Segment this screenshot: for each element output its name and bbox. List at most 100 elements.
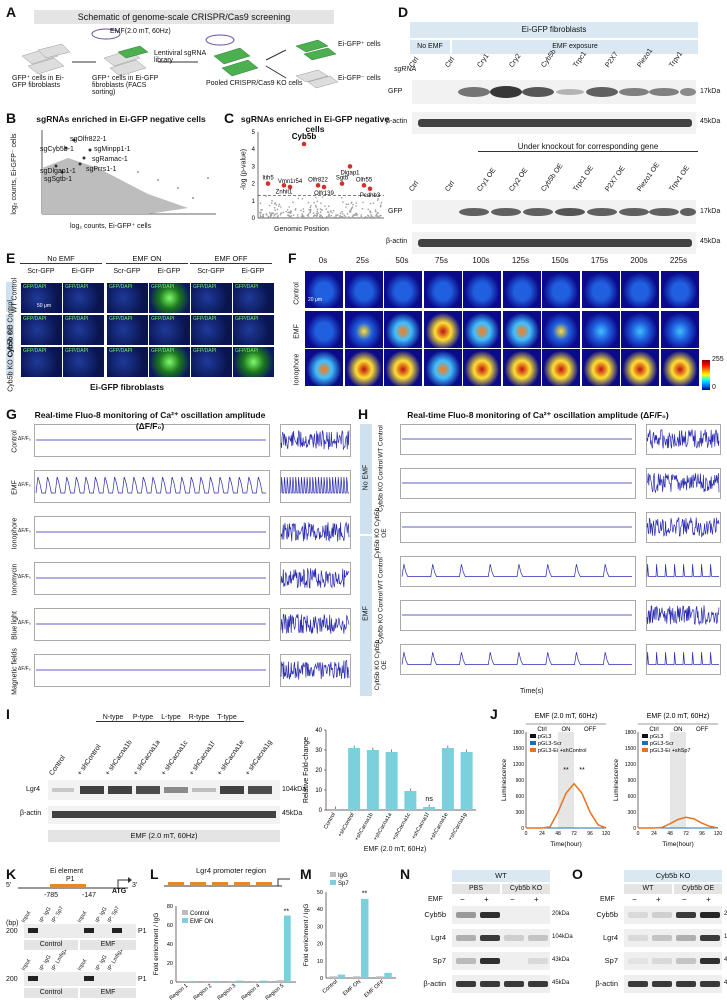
- panel-c-bg-point: [355, 212, 357, 215]
- panel-c-bg-point: [319, 211, 322, 213]
- panel-d-blot-bottom: [412, 200, 696, 254]
- panel-c-point: [281, 183, 287, 188]
- panel-j-ytick: 600: [516, 794, 525, 800]
- panel-a-gfp-sorted: GFP⁺ cells in Ei-GFP fibroblasts (FACS s…: [92, 75, 159, 96]
- panel-f-time: 25s: [356, 256, 369, 265]
- panel-k-cond-3: Control: [24, 988, 78, 998]
- panel-c-bg-point: [344, 215, 347, 218]
- panelO-kda: 104kDa: [724, 934, 727, 940]
- panel-g-frame: [34, 562, 270, 595]
- panelO-band: [652, 958, 672, 964]
- panel-c-bg-point: [309, 206, 312, 209]
- panel-d-lane-bottom: Ctrl: [408, 180, 421, 193]
- panel-c-bg-point: [341, 197, 343, 199]
- panelO-protein-label: Lgr4: [602, 933, 618, 942]
- panel-a-gfp-cells: GFP⁺ cells in Ei-GFP fibroblasts: [12, 75, 64, 89]
- panel-j-ylabel: Luminescence: [501, 759, 508, 801]
- panel-e-image-tag: GFP/DAPI: [65, 348, 89, 354]
- panelO-band: [628, 935, 648, 941]
- panel-g-trace-group: [35, 476, 266, 494]
- panel-h-trace-zoom: [646, 600, 721, 631]
- panel-c-bg-point: [327, 215, 330, 217]
- panel-f-image: [659, 270, 700, 309]
- panel-e-image: GFP/DAPI: [62, 346, 105, 378]
- panel-c-bg-point: [313, 201, 315, 204]
- panel-i-type: L-type: [154, 714, 188, 722]
- panel-h-trace-zoom: [646, 512, 721, 543]
- panel-j-ytick: 0: [521, 826, 524, 832]
- panel-j-legend-label: pGL3-Scr: [650, 741, 674, 747]
- panel-c-bg-point: [289, 215, 292, 218]
- panelN-blot-bg: [452, 906, 550, 924]
- panel-d-header: Ei-GFP fibroblasts: [410, 22, 698, 38]
- panel-c-bg-point: [325, 216, 328, 218]
- panel-c-bg-point: [329, 210, 332, 212]
- panel-c-bg-point: [335, 214, 337, 217]
- panelO-blot-strip: [624, 906, 722, 924]
- panel-i-cat-label: +shCacna1b: [354, 812, 375, 842]
- panel-h-trace-main: [400, 556, 636, 587]
- panel-g-frame: [34, 424, 270, 457]
- panel-e-image: GFP/DAPI: [190, 346, 233, 378]
- panel-h-trace-group-zoom: [646, 652, 719, 665]
- panel-c-bg-point: [292, 214, 295, 217]
- panel-c-bg-point: [369, 211, 372, 214]
- panel-j-xtick: 120: [602, 831, 611, 837]
- panelO-blot-strip: [624, 929, 722, 947]
- panel-j-legend-label: pGL3: [650, 734, 663, 740]
- panel-c-bg-point: [377, 199, 379, 201]
- panel-f-time: 100s: [472, 256, 490, 265]
- panel-h-frame-zoom: [646, 644, 721, 675]
- panel-l-ylabel: Fold enrichment / IgG: [153, 913, 160, 976]
- panel-f-image: [580, 270, 621, 309]
- panel-c-bg-point: [319, 208, 322, 210]
- panel-k-letter: K: [6, 866, 17, 882]
- panel-g-trace-zoom-line: [280, 521, 350, 543]
- panel-c-point-label: Itih5: [262, 176, 274, 182]
- panel-c-bg-point: [303, 215, 305, 218]
- panel-k-p1-gel-2: P1: [138, 976, 147, 983]
- panel-c-bg-point: [331, 212, 333, 214]
- panel-j-ytick: 900: [628, 778, 637, 784]
- panel-c-bg-point: [316, 208, 319, 211]
- panel-j-xlabel: Time(hour): [550, 841, 582, 848]
- panel-c-bg-point: [375, 210, 377, 213]
- panel-h-frame-zoom: [646, 424, 721, 455]
- panel-f-image: [343, 270, 384, 309]
- panel-f-image: [659, 310, 700, 349]
- panel-c-ytick: 2: [252, 182, 256, 188]
- panel-c-bg-point: [274, 209, 276, 211]
- panel-e-image-tag: GFP/DAPI: [151, 316, 175, 322]
- panel-e-image-tag: GFP/DAPI: [65, 316, 89, 322]
- panel-g-frame: [34, 516, 270, 549]
- panel-e-image-tag: GFP/DAPI: [151, 348, 175, 354]
- panel-h-row-label: Cyb5b KO Cyb5b OE: [374, 639, 388, 691]
- panel-g-frame-zoom: [280, 470, 351, 503]
- panel-g-trace-group-zoom: [280, 476, 349, 494]
- panel-f-image: [620, 270, 660, 309]
- panel-c-bg-point: [351, 216, 353, 219]
- panel-f-time: 0s: [318, 256, 328, 265]
- panel-b-gene-1: sgOlfr822-1: [70, 136, 107, 143]
- panel-j-ytick: 1800: [625, 730, 636, 736]
- panel-l-ytick: 40: [167, 942, 173, 948]
- panel-m-ytick: 40: [317, 907, 323, 913]
- panel-g-ylab: ΔF/F₀: [18, 574, 31, 580]
- panel-e-row-tab-2: [6, 314, 14, 376]
- panelN-blot-strip: [452, 975, 550, 993]
- panelO-blot-bg: [624, 975, 722, 993]
- panel-j-xlabel: Time(hour): [662, 841, 694, 848]
- panel-i-lane: + shCacna1e: [216, 739, 246, 777]
- panel-c-ylabel: -log (p-value): [240, 148, 248, 191]
- panel-c-point-label: Cyb5b: [292, 132, 317, 141]
- panel-h-trace-zoom-line: [646, 652, 719, 665]
- panel-c-bg-point: [287, 215, 290, 217]
- panel-a-letter: A: [6, 4, 17, 20]
- panel-k-pos2: -147: [82, 892, 97, 899]
- panel-c-bg-point: [297, 197, 300, 200]
- panel-j-xtick: 0: [637, 831, 640, 837]
- panel-k-lane-1: IP: Sp7: [50, 905, 66, 924]
- panel-d-lane-top: Ctrl: [444, 56, 457, 69]
- panel-c-bg-point: [370, 215, 373, 217]
- panel-j-ytick: 900: [516, 778, 525, 784]
